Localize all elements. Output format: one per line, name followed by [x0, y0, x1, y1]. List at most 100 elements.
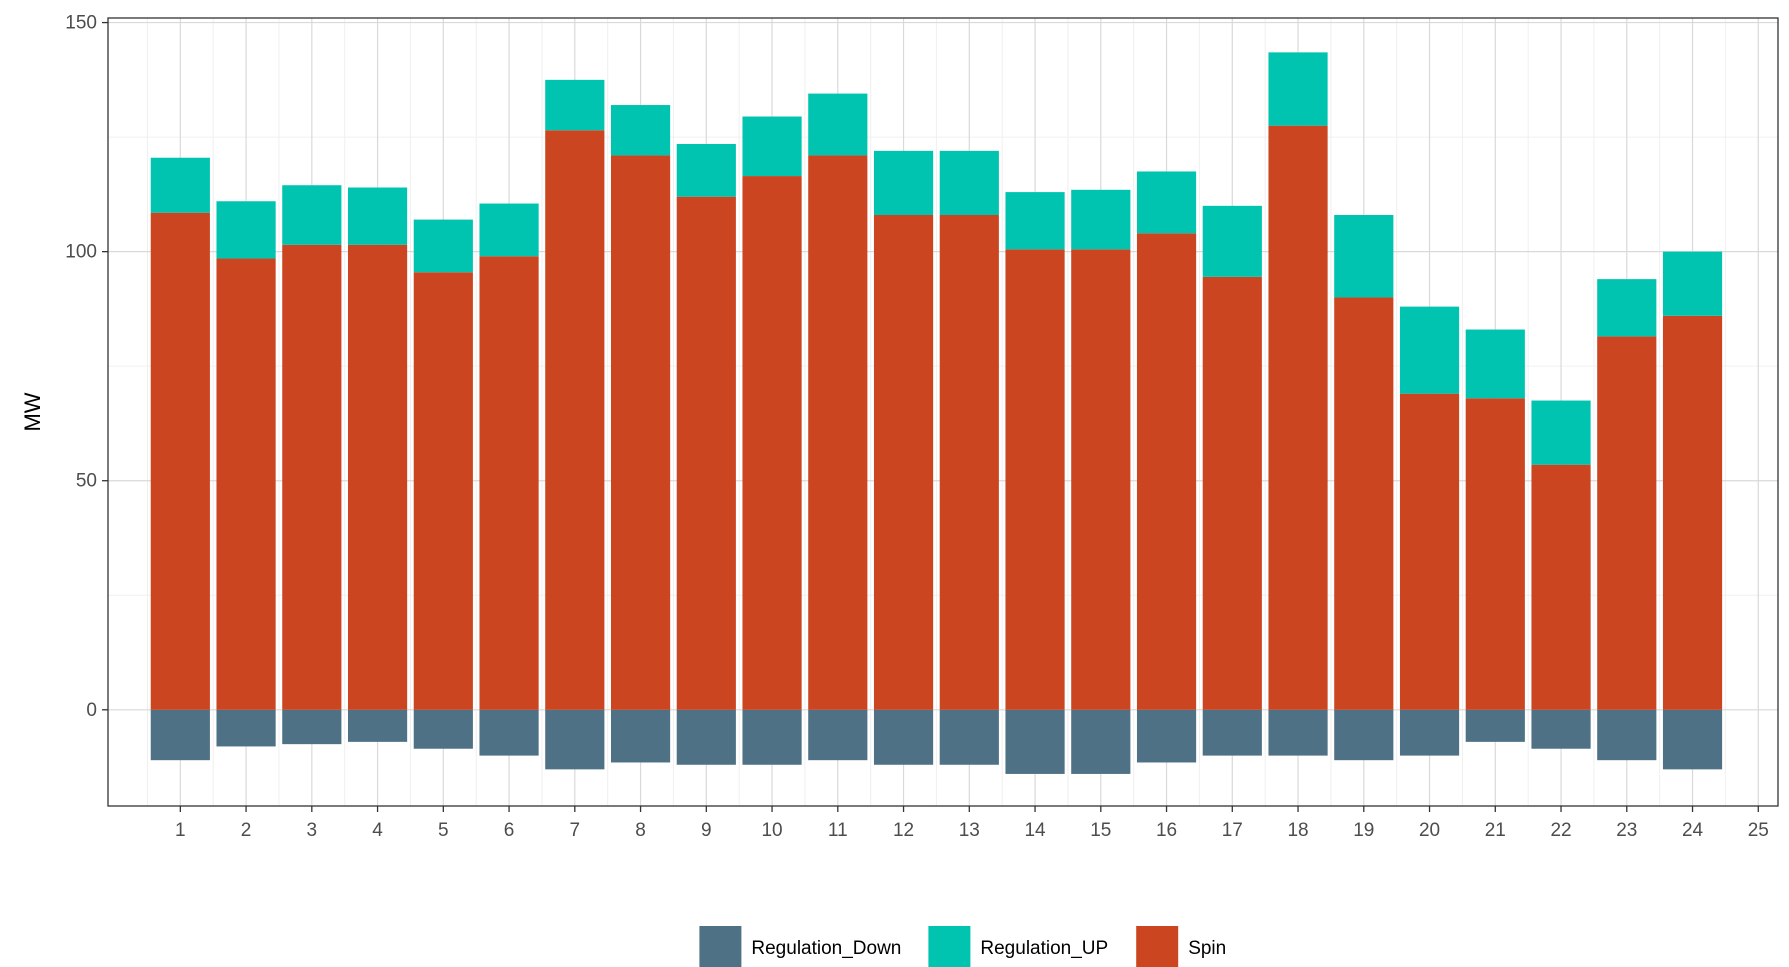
- x-tick-label: 22: [1550, 820, 1571, 841]
- bar-regulation-down: [1071, 709, 1131, 774]
- bar-regulation-down: [1662, 709, 1723, 770]
- x-tick-label: 17: [1222, 820, 1243, 841]
- bar-regulation-up: [282, 185, 342, 245]
- x-tick-label: 19: [1353, 820, 1374, 841]
- bar-regulation-down: [676, 709, 736, 765]
- bar-regulation-up: [1531, 400, 1591, 465]
- bar-regulation-up: [676, 143, 736, 197]
- bar-regulation-down: [939, 709, 999, 765]
- bar-regulation-down: [216, 709, 276, 747]
- x-tick-label: 21: [1485, 820, 1506, 841]
- bar-spin: [873, 215, 934, 710]
- x-tick-label: 14: [1024, 820, 1046, 841]
- x-tick-label: 2: [241, 820, 252, 841]
- x-tick-label: 1: [175, 820, 186, 841]
- bar-regulation-up: [1202, 205, 1262, 277]
- bar-spin: [742, 176, 802, 710]
- bar-regulation-down: [1334, 709, 1394, 761]
- legend-label: Spin: [1188, 938, 1226, 959]
- bar-regulation-down: [610, 709, 671, 763]
- bar-spin: [347, 244, 408, 710]
- bar-regulation-down: [413, 709, 473, 749]
- bar-regulation-up: [808, 93, 868, 156]
- bar-spin: [413, 272, 473, 710]
- bar-regulation-down: [1597, 709, 1657, 761]
- x-tick-label: 25: [1748, 820, 1769, 841]
- x-tick-label: 13: [959, 820, 980, 841]
- bar-regulation-down: [282, 709, 342, 745]
- x-tick-label: 24: [1682, 820, 1704, 841]
- bar-spin: [1005, 249, 1065, 710]
- bar-regulation-down: [873, 709, 934, 765]
- bar-regulation-down: [1531, 709, 1591, 749]
- bar-spin: [1202, 276, 1262, 710]
- bar-spin: [1136, 233, 1197, 710]
- x-tick-label: 23: [1616, 820, 1637, 841]
- bar-regulation-up: [1399, 306, 1460, 394]
- bar-regulation-down: [742, 709, 802, 765]
- bar-regulation-up: [150, 157, 210, 213]
- bar-regulation-down: [347, 709, 408, 742]
- bar-regulation-down: [1399, 709, 1460, 756]
- bar-regulation-up: [939, 150, 999, 215]
- bar-regulation-up: [742, 116, 802, 177]
- bar-regulation-down: [1268, 709, 1328, 756]
- x-tick-label: 9: [701, 820, 712, 841]
- bar-regulation-down: [808, 709, 868, 761]
- bar-regulation-up: [1268, 52, 1328, 126]
- x-axis: 1 2 3 4 5 6 7 8 9 10 11 12 13 14 15 16 17 18 19 20 21 22 23 24 2…: [175, 806, 1769, 841]
- bar-regulation-up: [610, 105, 671, 156]
- y-tick-label: 150: [65, 13, 97, 34]
- bar-regulation-down: [1136, 709, 1197, 763]
- bar-regulation-down: [1202, 709, 1262, 756]
- bar-spin: [216, 258, 276, 710]
- bar-spin: [1334, 297, 1394, 710]
- bar-spin: [808, 155, 868, 710]
- x-tick-label: 3: [307, 820, 318, 841]
- bar-spin: [1268, 125, 1328, 710]
- bar-regulation-down: [479, 709, 539, 756]
- bar-regulation-down: [545, 709, 605, 770]
- bar-spin: [282, 244, 342, 710]
- bar-regulation-up: [347, 187, 408, 245]
- bar-regulation-up: [545, 79, 605, 131]
- bars: [150, 52, 1723, 774]
- y-tick-label: 0: [86, 700, 97, 721]
- y-axis: 0 50 100 150: [65, 13, 108, 721]
- bar-regulation-up: [1005, 192, 1065, 250]
- bar-spin: [1465, 398, 1525, 710]
- bar-regulation-up: [1071, 189, 1131, 250]
- x-tick-label: 7: [570, 820, 581, 841]
- legend: Regulation_Down Regulation_UP Spin: [699, 926, 1226, 967]
- bar-spin: [1531, 464, 1591, 710]
- bar-regulation-up: [1136, 171, 1197, 234]
- bar-spin: [1597, 336, 1657, 710]
- bar-regulation-down: [1465, 709, 1525, 742]
- legend-label: Regulation_Down: [751, 938, 901, 959]
- x-tick-label: 20: [1419, 820, 1440, 841]
- x-tick-label: 4: [372, 820, 383, 841]
- legend-key-spin: [1136, 926, 1179, 967]
- bar-spin: [939, 215, 999, 710]
- legend-key-regulation-up: [928, 926, 971, 967]
- bar-regulation-up: [1334, 215, 1394, 298]
- bar-spin: [1071, 249, 1131, 710]
- y-axis-title: MW: [20, 392, 45, 431]
- x-tick-label: 8: [635, 820, 646, 841]
- x-tick-label: 6: [504, 820, 515, 841]
- bar-spin: [150, 212, 210, 710]
- y-tick-label: 100: [65, 242, 97, 263]
- y-tick-label: 50: [76, 471, 97, 492]
- x-tick-label: 5: [438, 820, 449, 841]
- x-tick-label: 12: [893, 820, 914, 841]
- bar-spin: [1399, 393, 1460, 710]
- bar-regulation-up: [873, 150, 934, 215]
- x-tick-label: 16: [1156, 820, 1177, 841]
- x-tick-label: 11: [828, 820, 848, 841]
- x-tick-label: 18: [1287, 820, 1308, 841]
- bar-spin: [610, 155, 671, 710]
- legend-key-regulation-down: [699, 926, 742, 967]
- bar-regulation-up: [1597, 279, 1657, 337]
- bar-regulation-up: [1662, 251, 1723, 316]
